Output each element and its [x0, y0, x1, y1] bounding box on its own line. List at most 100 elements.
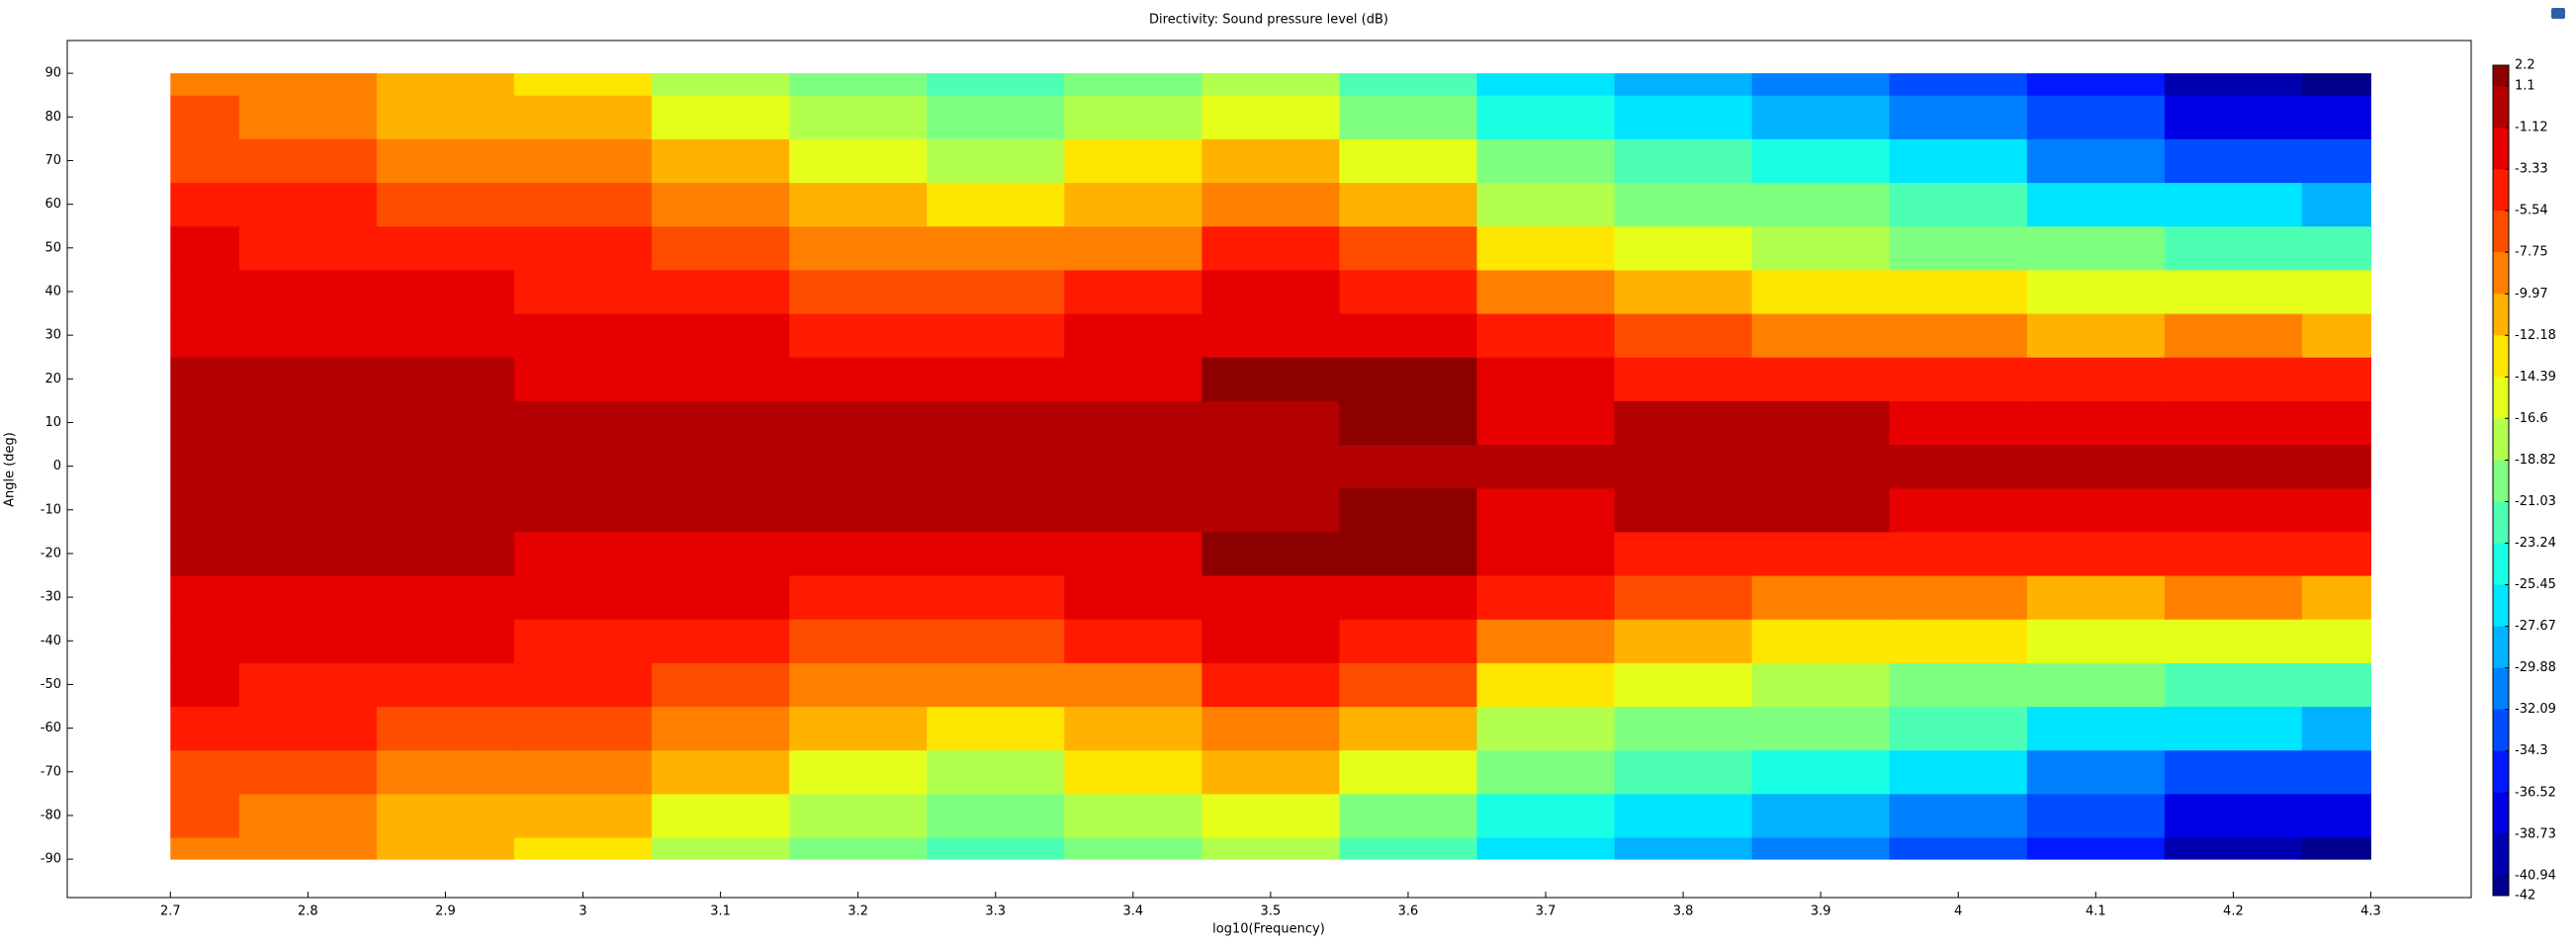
contour-cell [2301, 619, 2371, 663]
colorbar-label: -5.54 [2515, 204, 2548, 218]
contour-cell [2026, 662, 2166, 708]
contour-cell [1064, 837, 1202, 860]
contour-cell [927, 487, 1065, 533]
contour-cell [513, 706, 653, 751]
contour-cell [1751, 619, 1891, 663]
contour-cell [1614, 182, 1753, 227]
contour-cell [2164, 793, 2303, 838]
colorbar-band [2493, 211, 2509, 253]
contour-cell [1476, 662, 1616, 708]
contour-cell [1339, 444, 1478, 489]
contour-cell [2164, 619, 2303, 663]
contour-cell [1751, 357, 1891, 401]
contour-cell [1339, 95, 1478, 139]
y-tick-label: 50 [44, 240, 61, 255]
contour-cell [1339, 531, 1478, 576]
contour-cell [1339, 619, 1478, 663]
contour-cell [2301, 749, 2371, 795]
contour-cell [376, 138, 515, 184]
colorbar-band [2493, 792, 2509, 835]
contour-cell [238, 357, 378, 401]
contour-cell [1339, 837, 1478, 860]
contour-cell [1339, 749, 1478, 795]
contour-cell [2026, 575, 2166, 620]
colorbar-label: -9.97 [2515, 287, 2548, 301]
contour-cell [1889, 400, 2028, 446]
contour-cell [1339, 269, 1478, 314]
contour-cell [927, 749, 1065, 795]
contour-cell [652, 73, 790, 96]
contour-cell [789, 182, 928, 227]
contour-cell [2301, 531, 2371, 576]
contour-cell [2164, 837, 2303, 860]
contour-cell [2026, 531, 2166, 576]
contour-cell [1751, 531, 1891, 576]
contour-cell [1751, 138, 1891, 184]
colorbar-label: -3.33 [2515, 162, 2548, 177]
contour-cell [1201, 749, 1340, 795]
contour-cell [1889, 225, 2028, 271]
contour-cell [376, 793, 515, 838]
contour-cell [376, 662, 515, 708]
colorbar-label: -1.12 [2515, 121, 2548, 135]
contour-cell [2164, 269, 2303, 314]
contour-cell [1889, 662, 2028, 708]
contour-cell [513, 487, 653, 533]
contour-cell [1201, 575, 1340, 620]
colorbar-band [2493, 252, 2509, 295]
contour-cell [1614, 531, 1753, 576]
contour-field [170, 73, 2371, 860]
contour-cell [2164, 444, 2303, 489]
y-tick-label: -40 [41, 634, 61, 648]
contour-cell [927, 357, 1065, 401]
contour-cell [1064, 662, 1202, 708]
contour-cell [1201, 837, 1340, 860]
contour-cell [1889, 269, 2028, 314]
contour-cell [376, 95, 515, 139]
contour-cell [238, 138, 378, 184]
contour-cell [376, 619, 515, 663]
contour-cell [1064, 706, 1202, 751]
contour-cell [1751, 706, 1891, 751]
contour-cell [376, 182, 515, 227]
contour-cell [1751, 225, 1891, 271]
contour-cell [789, 706, 928, 751]
contour-cell [238, 706, 378, 751]
contour-cell [2026, 269, 2166, 314]
contour-cell [927, 662, 1065, 708]
contour-cell [1201, 313, 1340, 358]
contour-cell [1614, 73, 1753, 96]
toolbar-icon[interactable] [2551, 8, 2565, 19]
contour-cell [2301, 444, 2371, 489]
contour-cell [1889, 444, 2028, 489]
contour-cell [1201, 138, 1340, 184]
contour-cell [1201, 73, 1340, 96]
contour-cell [1889, 357, 2028, 401]
contour-cell [1476, 531, 1616, 576]
contour-cell [1064, 400, 1202, 446]
contour-cell [513, 95, 653, 139]
contour-cell [170, 619, 240, 663]
contour-cell [1339, 793, 1478, 838]
contour-cell [652, 269, 790, 314]
contour-cell [513, 837, 653, 860]
contour-cell [2301, 837, 2371, 860]
contour-cell [789, 269, 928, 314]
contour-cell [1064, 313, 1202, 358]
contour-cell [789, 95, 928, 139]
contour-cell [1614, 138, 1753, 184]
contour-cell [1064, 357, 1202, 401]
contour-cell [652, 662, 790, 708]
contour-cell [1889, 313, 2028, 358]
contour-cell [1614, 662, 1753, 708]
contour-cell [2026, 138, 2166, 184]
x-tick-label: 3.5 [1261, 904, 1282, 919]
contour-cell [1064, 531, 1202, 576]
contour-cell [1201, 95, 1340, 139]
contour-cell [1201, 662, 1340, 708]
chart-title: Directivity: Sound pressure level (dB) [1149, 13, 1388, 28]
contour-cell [170, 444, 240, 489]
colorbar-band [2493, 584, 2509, 628]
contour-cell [1614, 400, 1753, 446]
contour-cell [2026, 706, 2166, 751]
